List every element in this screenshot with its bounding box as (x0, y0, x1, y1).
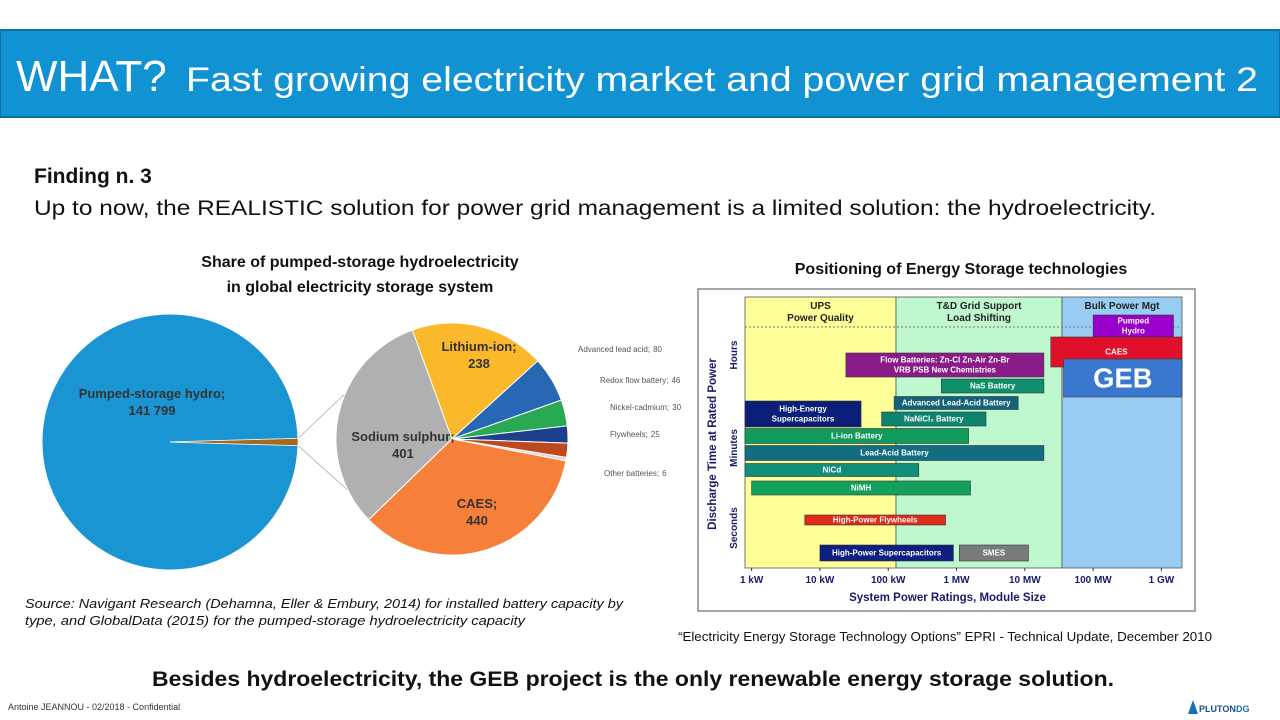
finding-text: Up to now, the REALISTIC solution for po… (34, 197, 1156, 220)
finding-heading: Finding n. 3 (34, 165, 152, 188)
region-label: Power Quality (787, 313, 854, 324)
x-tick-label: 1 kW (740, 575, 764, 586)
bar-label: Flow Batteries: Zn-Cl Zn-Air Zn-Br (880, 356, 1009, 365)
chart-title: in global electricity storage system (227, 279, 494, 296)
source-note: type, and GlobalData (2015) for the pump… (25, 613, 527, 628)
bar-label: NaS Battery (970, 382, 1016, 391)
footer-author: Antoine JEANNOU - 02/2018 - Confidential (8, 702, 180, 712)
bar-label: Pumped (1118, 317, 1150, 326)
slice-label: Other batteries; 6 (604, 469, 667, 478)
x-tick-label: 100 MW (1075, 575, 1113, 586)
slice-label-value: 25 (651, 430, 660, 439)
citation: “Electricity Energy Storage Technology O… (678, 629, 1212, 644)
range-bar (751, 480, 971, 496)
slice-label-value: 6 (662, 469, 667, 478)
range-bar (1063, 358, 1183, 398)
chart-title: Positioning of Energy Storage technologi… (795, 261, 1128, 278)
pie-slice (411, 322, 539, 440)
header-lead: WHAT? (16, 52, 167, 101)
slice-label-name: Redox flow battery; (600, 376, 668, 385)
chart-title: Share of pumped-storage hydroelectricity (201, 254, 519, 271)
slice-label: Flywheels; 25 (610, 430, 660, 439)
logo-icon (1188, 700, 1198, 714)
bar-label: NiCd (823, 466, 842, 475)
x-axis-label: System Power Ratings, Module Size (849, 592, 1046, 604)
slice-label-name: Advanced lead acid; (578, 345, 650, 354)
slice-label: CAES; (457, 496, 497, 511)
slice-value: 401 (392, 446, 414, 461)
slice-label-name: Flywheels; (610, 430, 648, 439)
slice-label: Pumped-storage hydro; (79, 386, 226, 401)
conclusion: Besides hydroelectricity, the GEB projec… (152, 668, 1114, 691)
header-title: Fast growing electricity market and powe… (186, 61, 1258, 99)
source-note: Source: Navigant Research (Dehamna, Elle… (25, 596, 625, 611)
range-bar (744, 463, 920, 477)
bar-label: NiMH (851, 484, 872, 493)
bar-label: GEB (1093, 363, 1152, 394)
range-bar (959, 544, 1029, 562)
x-tick-label: 1 GW (1149, 575, 1175, 586)
bar-label: CAES (1105, 348, 1128, 357)
bar-label: Hydro (1122, 327, 1145, 336)
pie-slice (41, 313, 299, 571)
pie-slice-aggregate (169, 438, 299, 446)
region-label: T&D Grid Support (937, 301, 1023, 312)
bar-label: High-Power Flywheels (833, 516, 918, 525)
slice-label: Nickel-cadmium; 30 (610, 403, 682, 412)
bar-label: Lead-Acid Battery (860, 449, 929, 458)
bar-label: Advanced Lead-Acid Battery (902, 399, 1011, 408)
slice-value: 440 (466, 513, 488, 528)
pie-slice (367, 438, 567, 556)
bar-label: High-Power Supercapacitors (832, 549, 942, 558)
bar-label: VRB PSB New Chemistries (894, 366, 997, 375)
slice-value: 141 799 (129, 403, 176, 418)
slice-label: Redox flow battery; 46 (600, 376, 681, 385)
region-label: UPS (810, 301, 831, 312)
slice-label: Advanced lead acid; 80 (578, 345, 663, 354)
range-bar (941, 378, 1045, 394)
header-band (0, 29, 1280, 118)
y-axis-label: Discharge Time at Rated Power (707, 358, 719, 530)
logo-name: PLUTON (1199, 704, 1236, 714)
range-bar (744, 400, 862, 428)
range-bar (819, 544, 954, 562)
x-tick-label: 10 kW (805, 575, 834, 586)
x-tick-label: 100 kW (871, 575, 906, 586)
slice-label-value: 46 (671, 376, 680, 385)
y-category-label: Hours (729, 340, 740, 369)
slice-label-value: 30 (672, 403, 681, 412)
x-tick-label: 1 MW (943, 575, 970, 586)
bar-label: High-Energy (779, 405, 827, 414)
slice-label: Lithium-ion; (441, 339, 516, 354)
range-bar (804, 514, 946, 526)
range-bar (845, 352, 1045, 378)
x-tick-label: 10 MW (1009, 575, 1041, 586)
bar-label: Li-ion Battery (831, 432, 883, 441)
range-bar (881, 411, 987, 427)
range-bar (744, 445, 1045, 461)
pie-slice (335, 329, 453, 521)
slice-value: 238 (468, 356, 490, 371)
slice-label-name: Nickel-cadmium; (610, 403, 669, 412)
slice-label-name: Other batteries; (604, 469, 659, 478)
region-label: Load Shifting (947, 313, 1011, 324)
bar-label: SMES (983, 549, 1006, 558)
y-category-label: Seconds (729, 507, 740, 549)
bar-label: Supercapacitors (772, 415, 835, 424)
range-bar (893, 396, 1019, 410)
slice-label: Sodium sulphur; (351, 429, 454, 444)
region-label: Bulk Power Mgt (1084, 301, 1160, 312)
y-category-label: Minutes (729, 429, 740, 467)
slice-label-value: 80 (653, 345, 662, 354)
bar-label: NaNiCl₂ Battery (904, 415, 964, 424)
logo-suffix: DG (1236, 704, 1250, 714)
range-bar (744, 428, 969, 444)
